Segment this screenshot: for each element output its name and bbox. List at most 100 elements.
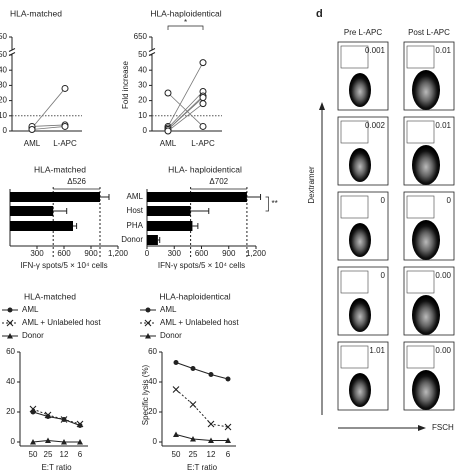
y-tick-label: 50 [0,50,8,59]
arrowhead [319,102,325,110]
y-tick-label: 0 [3,126,8,135]
column-header: Post L-APC [408,28,450,37]
pair-line [167,97,204,130]
gate [406,120,435,144]
x-tick-label: 900 [84,249,98,258]
y-axis-label: Fold increase [121,60,130,109]
legend-marker [144,319,152,327]
y-tick-label: 650 [0,32,8,41]
cell-cloud [412,295,440,335]
data-point [61,122,69,130]
gate [340,120,369,144]
data-point [173,431,179,437]
data-point [190,436,196,442]
cell-cloud [349,73,371,107]
data-point [60,416,68,423]
y-tick-label: 40 [6,377,15,386]
series-line [32,439,80,443]
data-point [225,376,231,382]
annotation: Δ526 [67,177,86,186]
y-tick-label: 30 [0,81,8,90]
data-point [45,437,51,443]
x-tick-label: 12 [207,450,216,459]
data-point [199,94,207,102]
x-axis-label: IFN-γ spots/5 × 10⁴ cells [20,261,107,270]
legend-marker [145,333,151,339]
cell-cloud [349,373,371,407]
gate-value: 0.00 [435,271,451,280]
legend-marker [6,319,14,327]
cell-cloud [349,148,371,182]
legend-label: Donor [22,331,44,340]
gate-value: 0 [447,196,452,205]
chart-title: HLA- haploidentical [168,164,242,174]
y-tick-label: 60 [148,347,157,356]
gate [340,195,369,219]
gate [340,45,369,69]
x-tick-label: 1,200 [246,249,267,258]
axis-break [148,48,156,52]
y-tick-label: 50 [138,50,147,59]
cell-cloud [412,70,440,110]
column-header: Pre L-APC [344,28,382,37]
data-point [28,125,36,133]
data-point [61,439,67,445]
significance: ** [272,199,278,208]
cell-cloud [412,370,440,410]
data-point [172,386,180,393]
gate-value: 0 [381,271,386,280]
bar [147,221,193,231]
data-point [164,127,172,135]
y-tick-label: 40 [138,65,147,74]
data-point [30,439,36,445]
x-tick-label: AML [160,139,177,148]
y-tick-label: 0 [11,437,16,446]
significance-bracket [167,25,204,30]
x-tick-label: 6 [226,450,231,459]
cell-cloud [349,223,371,257]
series-line [32,411,81,426]
series-line [175,389,229,428]
x-tick-label: 300 [168,249,182,258]
data-point [164,89,172,97]
axis-break [8,48,16,52]
x-tick-label: 0 [145,249,150,258]
y-axis-label: Dextramer [307,166,316,204]
x-tick-label: 600 [195,249,209,258]
legend-label: Donor [160,331,182,340]
cell-cloud [412,145,440,185]
chart-title: HLA-matched [10,8,62,18]
bar [147,206,191,216]
data-point [77,423,83,428]
chart-title: HLA-haploidentical [150,8,221,18]
x-tick-label: 50 [172,450,181,459]
gate [340,270,369,294]
y-tick-label: 20 [148,407,157,416]
significance: * [184,18,187,27]
gate-value: 0.01 [435,121,451,130]
y-tick-label: 0 [143,126,148,135]
data-point [189,401,197,408]
x-tick-label: L-APC [191,139,215,148]
y-tick-label: Donor [121,235,143,244]
gate-value: 0 [381,196,386,205]
data-point [173,360,179,365]
data-point [207,420,215,428]
panel-label: d [316,8,323,20]
cell-cloud [412,220,440,260]
gate-value: 0.002 [365,121,386,130]
legend-label: AML [160,305,177,314]
gate [406,345,435,369]
pair-line [167,103,204,132]
pair-line [167,91,204,129]
data-point [44,411,52,419]
data-point [199,122,207,130]
annotation: Δ702 [209,177,228,186]
x-tick-label: AML [24,139,41,148]
y-tick-label: 40 [148,377,157,386]
legend-label: AML [22,305,39,314]
data-point [208,372,214,377]
gate-value: 0.001 [365,46,386,55]
y-tick-label: 60 [6,347,15,356]
